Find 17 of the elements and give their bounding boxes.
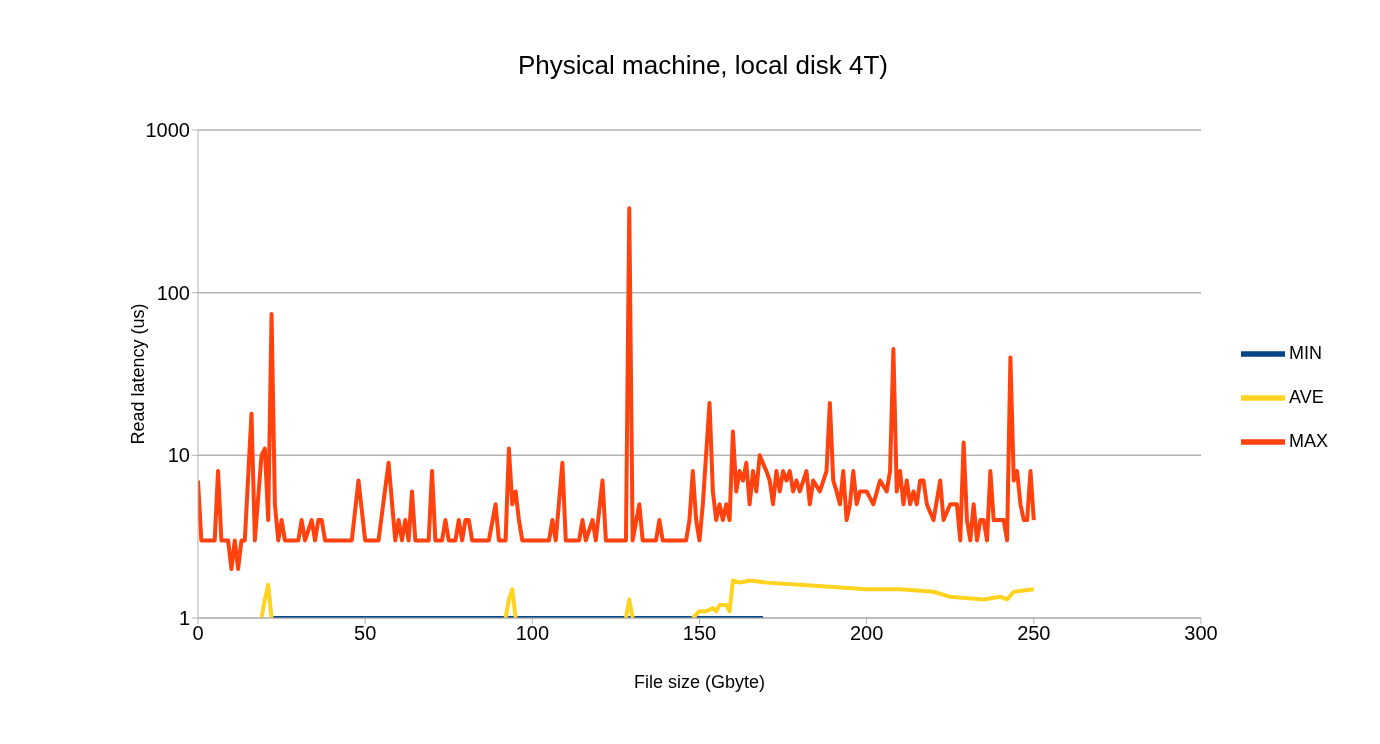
y-tick-label: 100 — [156, 281, 190, 304]
chart-title: Physical machine, local disk 4T) — [517, 49, 889, 80]
y-tick-label: 10 — [167, 444, 190, 467]
y-tick-label: 1000 — [145, 119, 190, 142]
x-axis-title: File size (Gbyte) — [633, 672, 766, 692]
x-tick-label: 200 — [849, 622, 884, 645]
legend-label: MIN — [1288, 342, 1322, 363]
legend-label: MAX — [1288, 430, 1328, 451]
legend-label: AVE — [1288, 386, 1324, 407]
x-tick-label: 50 — [354, 622, 377, 645]
y-tick-label: 1 — [178, 607, 190, 630]
x-tick-label: 250 — [1017, 622, 1051, 645]
x-tick-label: 100 — [515, 622, 550, 645]
x-tick-label: 300 — [1184, 622, 1218, 645]
x-tick-label: 150 — [682, 622, 717, 645]
x-tick-label: 0 — [192, 622, 204, 645]
y-axis-title: Read latency (us) — [128, 303, 149, 445]
